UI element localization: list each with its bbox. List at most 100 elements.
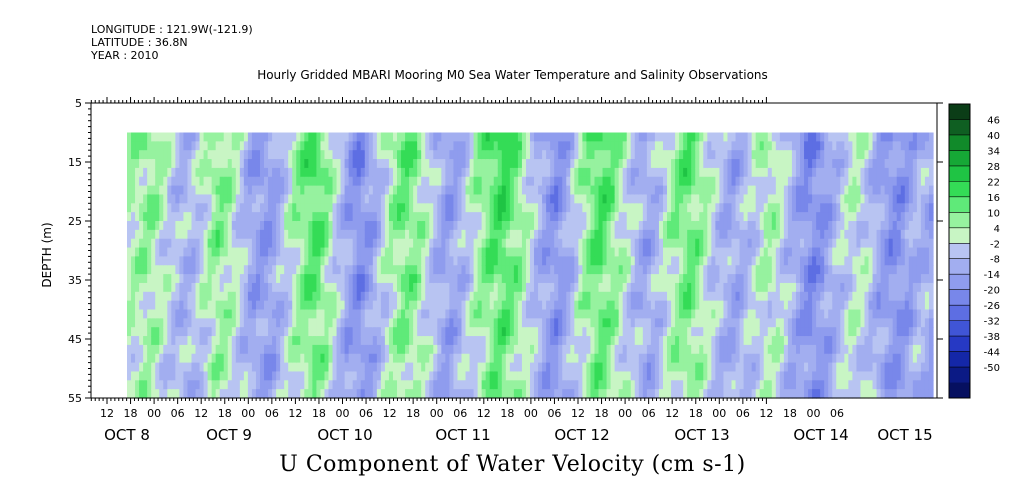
heatmap-cell <box>239 203 245 213</box>
heatmap-cell <box>562 238 567 249</box>
heatmap-cell <box>771 212 777 222</box>
heatmap-cell <box>497 344 503 355</box>
heatmap-cell <box>538 362 543 373</box>
heatmap-cell <box>211 150 217 160</box>
heatmap-cell <box>743 274 749 284</box>
heatmap-cell <box>328 327 334 337</box>
heatmap-cell <box>449 389 455 399</box>
heatmap-cell <box>155 185 160 196</box>
heatmap-cell <box>348 212 354 222</box>
heatmap-cell <box>392 185 398 196</box>
heatmap-cell <box>521 265 527 275</box>
heatmap-cell <box>481 353 487 364</box>
heatmap-cell <box>594 389 600 399</box>
heatmap-cell <box>546 291 551 302</box>
heatmap-cell <box>433 282 438 293</box>
heatmap-cell <box>558 327 563 337</box>
heatmap-cell <box>143 247 148 257</box>
heatmap-cell <box>340 291 346 302</box>
heatmap-cell <box>739 291 745 302</box>
heatmap-cell <box>683 238 688 249</box>
heatmap-cell <box>296 389 301 399</box>
heatmap-cell <box>316 229 322 240</box>
heatmap-cell <box>614 380 620 390</box>
heatmap-cell <box>388 150 394 160</box>
heatmap-cell <box>530 150 535 160</box>
heatmap-cell <box>421 141 426 151</box>
heatmap-cell <box>525 309 531 319</box>
heatmap-cell <box>429 185 434 196</box>
heatmap-cell <box>332 336 338 346</box>
heatmap-cell <box>626 380 632 390</box>
heatmap-cell <box>473 247 479 257</box>
heatmap-cell <box>453 212 459 222</box>
heatmap-cell <box>513 185 519 196</box>
heatmap-cell <box>787 185 793 196</box>
heatmap-cell <box>477 194 483 204</box>
heatmap-cell <box>421 265 426 275</box>
heatmap-cell <box>586 265 592 275</box>
heatmap-cell <box>300 167 305 178</box>
heatmap-cell <box>662 229 668 240</box>
heatmap-cell <box>787 274 793 284</box>
heatmap-cell <box>614 309 620 319</box>
heatmap-cell <box>554 176 559 187</box>
heatmap-cell <box>558 256 563 266</box>
heatmap-cell <box>332 229 338 240</box>
heatmap-cell <box>308 150 313 160</box>
heatmap-cell <box>441 371 446 381</box>
heatmap-cell <box>521 389 527 399</box>
heatmap-cell <box>155 327 160 337</box>
heatmap-cell <box>783 336 789 346</box>
heatmap-cell <box>465 344 471 355</box>
heatmap-cell <box>304 274 309 284</box>
heatmap-cell <box>304 362 309 373</box>
heatmap-cell <box>276 229 281 240</box>
heatmap-cell <box>304 318 309 328</box>
heatmap-cell <box>203 203 209 213</box>
heatmap-cell <box>485 150 491 160</box>
heatmap-cell <box>630 150 636 160</box>
heatmap-cell <box>280 371 285 381</box>
heatmap-cell <box>276 221 281 231</box>
heatmap-cell <box>751 380 757 390</box>
heatmap-cell <box>280 344 285 355</box>
heatmap-cell <box>667 221 672 231</box>
heatmap-cell <box>163 176 168 187</box>
heatmap-cell <box>695 380 700 390</box>
heatmap-cell <box>239 265 245 275</box>
heatmap-cell <box>658 212 664 222</box>
heatmap-cell <box>280 256 285 266</box>
heatmap-cell <box>312 256 318 266</box>
heatmap-cell <box>207 309 213 319</box>
heatmap-cell <box>582 380 588 390</box>
heatmap-cell <box>509 221 515 231</box>
heatmap-cell <box>602 274 608 284</box>
heatmap-cell <box>654 344 660 355</box>
heatmap-cell <box>590 247 596 257</box>
heatmap-cell <box>699 256 704 266</box>
heatmap-cell <box>259 247 265 257</box>
heatmap-cell <box>771 282 777 293</box>
heatmap-cell <box>481 194 487 204</box>
heatmap-cell <box>562 380 567 390</box>
heatmap-cell <box>300 309 305 319</box>
heatmap-cell <box>558 344 563 355</box>
heatmap-cell <box>562 265 567 275</box>
heatmap-cell <box>501 176 507 187</box>
heatmap-cell <box>251 282 257 293</box>
heatmap-cell <box>481 371 487 381</box>
heatmap-cell <box>654 132 660 142</box>
heatmap-cell <box>546 309 551 319</box>
heatmap-cell <box>223 194 229 204</box>
heatmap-cell <box>558 362 563 373</box>
heatmap-cell <box>646 300 652 311</box>
heatmap-cell <box>731 150 737 160</box>
heatmap-cell <box>771 380 777 390</box>
heatmap-cell <box>509 203 515 213</box>
heatmap-cell <box>139 256 144 266</box>
heatmap-cell <box>401 318 406 328</box>
heatmap-cell <box>546 176 551 187</box>
heatmap-cell <box>534 336 539 346</box>
heatmap-cell <box>558 380 563 390</box>
